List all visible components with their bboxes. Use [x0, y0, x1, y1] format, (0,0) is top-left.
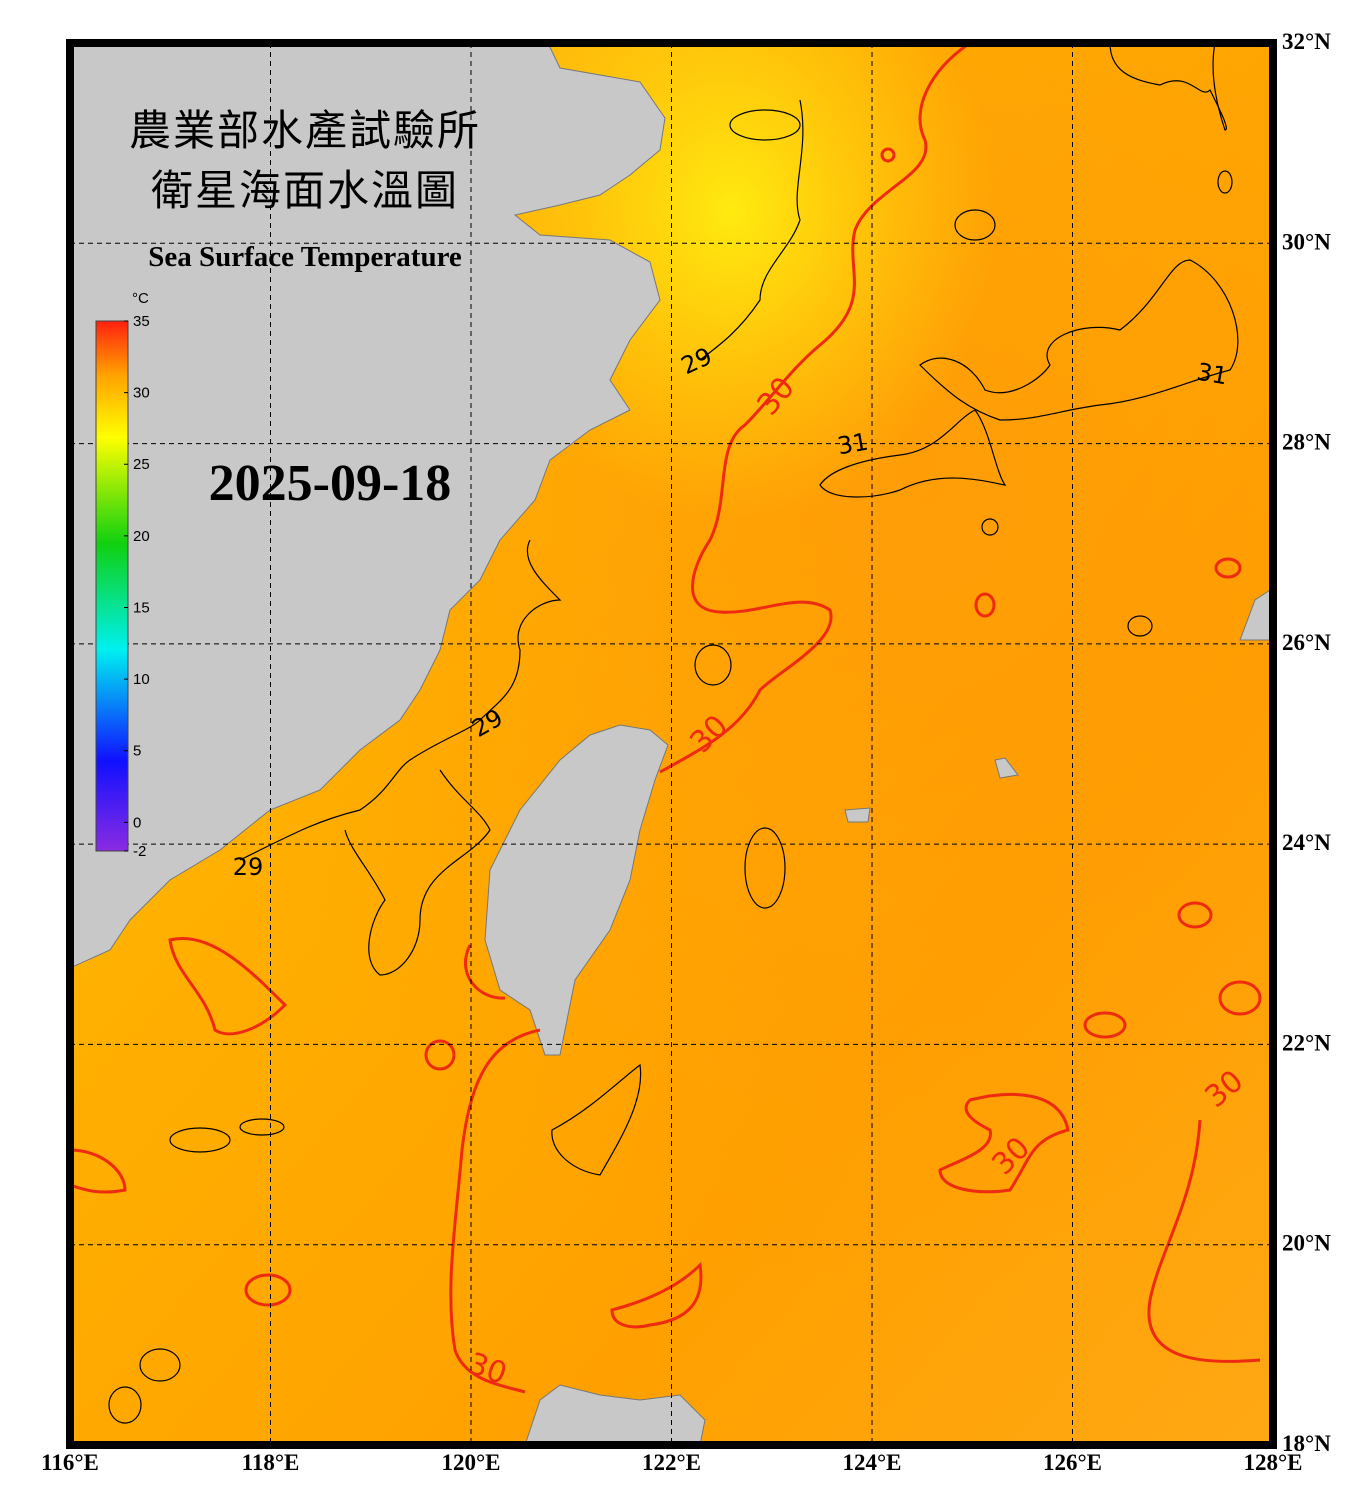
contour-29: [1217, 170, 1233, 194]
lon-tick-label: 116°E: [41, 1450, 99, 1475]
lon-tick-label: 124°E: [842, 1450, 901, 1475]
title-chinese: 農業部水產試驗所: [129, 108, 481, 155]
contour-30: [1214, 557, 1242, 579]
colorbar-unit: °C: [132, 290, 149, 307]
colorbar-tick-label: 30: [133, 385, 150, 402]
contour-29: [981, 518, 999, 536]
luzon: [524, 1384, 706, 1445]
island: [994, 757, 1019, 779]
lat-tick-label: 30°N: [1282, 229, 1331, 254]
colorbar-tick-label: 5: [133, 743, 141, 760]
grid: [70, 43, 1273, 1445]
contour-29: [919, 259, 1239, 421]
axes: 116°E 118°E 120°E 122°E 124°E 126°E 128°E 32°N 3…: [41, 29, 1331, 1475]
lat-tick-label: 22°N: [1282, 1030, 1331, 1055]
lon-tick-label: 120°E: [441, 1450, 500, 1475]
contour-29: [344, 769, 491, 976]
contour-29: [744, 827, 786, 909]
island: [844, 807, 871, 823]
colorbar-tick-label: 15: [133, 599, 150, 616]
contour-30: [244, 1273, 292, 1307]
contour-30: [168, 937, 288, 1036]
frame: [66, 39, 1277, 1449]
contour-29: [239, 1118, 285, 1136]
lat-tick-label: 20°N: [1282, 1231, 1331, 1256]
date: 2025-09-18: [209, 455, 452, 512]
contour-30: [659, 43, 971, 774]
contour-29: [954, 209, 996, 241]
china-coast: [70, 43, 666, 969]
contour-30: [1147, 1119, 1261, 1363]
contour-30: [938, 1092, 1070, 1194]
colorbar-ticks: 35 30 25 20 15 10 5 0 -2: [124, 313, 150, 860]
contour-30: [974, 592, 996, 618]
contour-29: [699, 99, 804, 361]
lat-tick-label: 28°N: [1282, 430, 1331, 455]
contour-30: [1177, 901, 1213, 929]
contour-29: [108, 1386, 142, 1424]
contour-30: [610, 1261, 703, 1329]
contour-29: [694, 644, 732, 686]
contour-29: [239, 539, 562, 861]
contour-29: [169, 1127, 231, 1153]
colorbar-tick-label: 20: [133, 528, 150, 545]
contour-29: [551, 1063, 642, 1176]
lat-tick-label: 18°N: [1282, 1431, 1331, 1456]
taiwan: [484, 724, 669, 1056]
lon-tick-label: 118°E: [242, 1450, 300, 1475]
contour-29: [729, 109, 801, 141]
lon-tick-label: 122°E: [642, 1450, 701, 1475]
lon-tick-label: 128°E: [1243, 1450, 1302, 1475]
contour-30: [449, 944, 541, 1394]
lat-tick-label: 24°N: [1282, 830, 1331, 855]
contour-30: [424, 1039, 456, 1071]
lon-tick-label: 126°E: [1043, 1450, 1102, 1475]
colorbar-tick-label: 35: [133, 313, 150, 330]
subtitle-chinese: 衛星海面水溫圖: [151, 169, 459, 215]
colorbar: [95, 320, 129, 852]
lat-tick-label: 26°N: [1282, 630, 1331, 655]
title-english: Sea Surface Temperature: [148, 241, 462, 273]
colorbar-tick-label: 10: [133, 671, 150, 688]
colorbar-tick-label: 0: [133, 814, 141, 831]
contour-30: [1218, 980, 1262, 1016]
contour-29: [819, 409, 1007, 498]
contour-30: [1083, 1011, 1127, 1039]
contour-29: [139, 1348, 181, 1382]
contour-30: [70, 1148, 127, 1194]
contour-label: 29: [233, 853, 264, 881]
contour-label: 31: [1195, 358, 1230, 391]
contour-30: [880, 147, 896, 163]
contour-29: [1109, 43, 1227, 131]
contour-29: [1127, 615, 1153, 637]
colorbar-tick-label: -2: [133, 843, 146, 860]
contour-label: 31: [835, 428, 870, 461]
lat-tick-label: 32°N: [1282, 29, 1331, 54]
colorbar-tick-label: 25: [133, 456, 150, 473]
